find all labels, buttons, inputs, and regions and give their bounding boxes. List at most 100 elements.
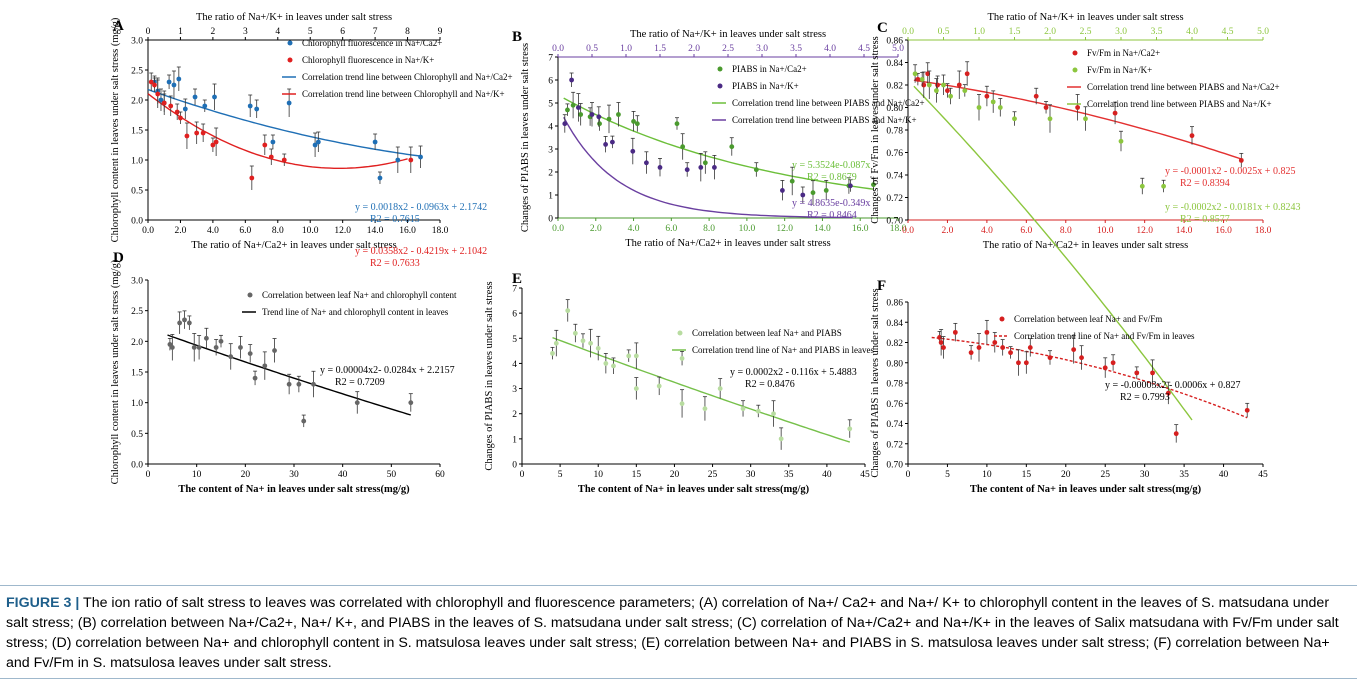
y-tick-label: 0.5	[131, 187, 143, 197]
y-tick-label: 0.76	[886, 149, 903, 159]
x2-axis-title: The ratio of Na+/K+ in leaves under salt…	[987, 12, 1183, 23]
x-tick-label: 16.0	[1215, 226, 1232, 236]
data-point-1	[1047, 355, 1053, 361]
x-tick-label: 40	[822, 470, 832, 480]
x-tick-label: 14.0	[1176, 226, 1193, 236]
legend-label: PIABS in Na+/Ca2+	[732, 64, 807, 74]
data-point-1	[262, 363, 268, 369]
data-point-2	[268, 154, 274, 160]
trend-line-2	[913, 85, 1193, 421]
y-tick-label: 7	[548, 54, 553, 64]
x-tick-label: 16.0	[852, 224, 869, 234]
y-tick-label: 1	[548, 192, 553, 202]
data-point-2	[912, 71, 918, 77]
x-tick-label: 2.0	[942, 226, 954, 236]
x-tick-label: 14.0	[814, 224, 831, 234]
data-point-2	[1083, 116, 1088, 122]
data-point-2	[262, 142, 268, 148]
y-tick-label: 1.0	[131, 157, 143, 167]
data-point-1	[315, 139, 321, 145]
data-point-1	[871, 182, 876, 188]
x2-tick-label: 1.0	[620, 44, 632, 54]
data-point-1	[789, 178, 795, 184]
data-point-1	[301, 418, 307, 424]
y-tick-label: 0.78	[886, 127, 903, 137]
trend-equation: y = 0.00004x2- 0.0284x + 2.2157	[320, 365, 455, 376]
x2-tick-label: 4.5	[858, 44, 870, 54]
data-point-2	[1047, 116, 1053, 122]
data-point-1	[186, 320, 192, 326]
data-point-1	[633, 386, 639, 391]
legend-label: Chlorophyll fluorescence in Na+/Ca2+	[302, 38, 442, 48]
data-point-2	[589, 112, 595, 117]
y-tick-label: 0.0	[131, 217, 143, 227]
panel-letter-c: C	[877, 20, 888, 36]
data-point-1	[992, 340, 998, 345]
data-point-1	[952, 329, 958, 335]
y-tick-label: 0.82	[886, 82, 903, 92]
data-point-1	[679, 401, 685, 407]
x-tick-label: 6.0	[239, 226, 251, 236]
data-point-1	[1000, 345, 1006, 350]
x-axis-title: The content of Na+ in leaves under salt …	[178, 484, 410, 495]
y-tick-label: 0	[548, 215, 553, 225]
data-point-2	[249, 175, 255, 181]
data-point-2	[948, 93, 953, 99]
data-point-1	[1238, 157, 1244, 163]
data-point-2	[213, 139, 219, 145]
data-point-1	[182, 106, 188, 112]
data-point-1	[606, 116, 612, 122]
legend-marker	[999, 316, 1005, 322]
x-tick-label: 6.0	[665, 224, 677, 234]
x-axis-title: The ratio of Na+/Ca2+ in leaves under sa…	[191, 240, 396, 251]
data-point-1	[311, 381, 316, 387]
data-point-1	[656, 383, 662, 389]
data-point-1	[169, 345, 175, 350]
data-point-1	[633, 353, 639, 359]
x-tick-label: 0.0	[902, 226, 914, 236]
y-tick-label: 2.5	[131, 67, 143, 77]
data-point-2	[200, 130, 206, 136]
data-point-1	[418, 154, 423, 160]
y-tick-label: 2	[548, 169, 553, 179]
x2-tick-label: 5	[308, 27, 313, 37]
x2-tick-label: 6	[340, 27, 345, 37]
data-point-1	[312, 142, 318, 148]
data-point-2	[152, 82, 157, 88]
data-point-2	[184, 133, 190, 139]
legend-label: Correlation between leaf Na+ and Fv/Fm	[1014, 314, 1162, 324]
y-tick-label: 0.74	[886, 172, 903, 182]
data-point-1	[238, 345, 243, 350]
data-point-1	[171, 82, 177, 88]
data-point-1	[1134, 370, 1140, 376]
trend-equation: y = -0.0001x2 - 0.0025x + 0.825	[1165, 166, 1295, 177]
x-tick-label: 20	[670, 470, 680, 480]
data-point-1	[945, 88, 950, 94]
y-tick-label: 0.86	[886, 37, 903, 47]
data-point-2	[161, 100, 167, 106]
y-axis-title: Chlorophyll content in leaves under salt…	[110, 259, 121, 484]
data-point-2	[919, 76, 925, 82]
legend-marker	[287, 57, 293, 63]
legend-marker	[717, 66, 723, 72]
data-point-2	[148, 79, 154, 85]
data-point-1	[616, 112, 621, 117]
x-tick-label: 4.0	[628, 224, 640, 234]
data-point-1	[956, 82, 962, 88]
x-tick-label: 35	[784, 470, 794, 480]
legend-label: Correlation trend line of Na+ and PIABS …	[692, 345, 875, 355]
panel-letter-b: B	[512, 29, 522, 45]
trend-equation: y = -0.00003x2 - 0.0006x + 0.827	[1105, 380, 1240, 391]
trend-r-squared: R2 = 0.8394	[1180, 178, 1230, 189]
panel-c: C0.0 2.0 4.0 6.0 8.0 10.0 12.0 14.0 16.0 18.00.70…	[870, 12, 1300, 421]
figure-caption: FIGURE 3 | The ion ratio of salt stress …	[6, 593, 1348, 673]
figure-caption-box: FIGURE 3 | The ion ratio of salt stress …	[0, 585, 1357, 679]
x-tick-label: 8.0	[272, 226, 284, 236]
x2-tick-label: 1	[178, 27, 183, 37]
x2-tick-label: 4.5	[1222, 27, 1234, 37]
data-point-1	[578, 112, 584, 117]
data-point-1	[212, 94, 217, 100]
x-tick-label: 10.0	[1097, 226, 1114, 236]
data-point-1	[580, 338, 586, 344]
x2-tick-label: 0	[146, 27, 151, 37]
